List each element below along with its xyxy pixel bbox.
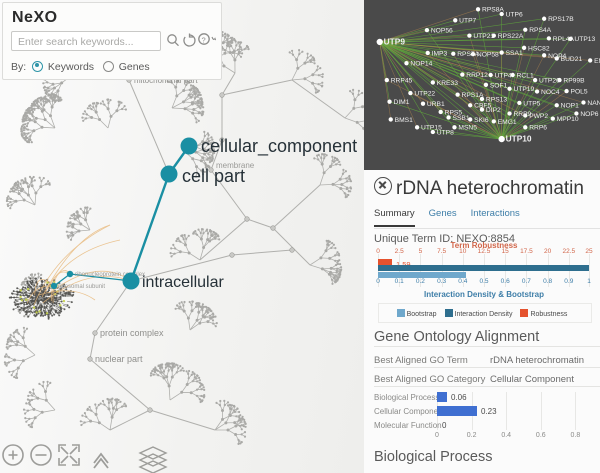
svg-text:cellular_component: cellular_component: [201, 136, 357, 157]
svg-text:UTP21: UTP21: [473, 33, 494, 40]
svg-text:UTP7: UTP7: [459, 18, 476, 25]
svg-text:intracellular: intracellular: [142, 274, 224, 291]
svg-text:RPS4A: RPS4A: [529, 27, 551, 34]
svg-text:NOP14: NOP14: [410, 61, 432, 68]
svg-text:MPP10: MPP10: [557, 116, 579, 123]
svg-text:UTP13: UTP13: [574, 36, 595, 43]
svg-text:RPS8A: RPS8A: [482, 7, 504, 14]
svg-text:UTP22: UTP22: [414, 91, 435, 98]
svg-text:UTP10: UTP10: [506, 134, 532, 144]
svg-text:SSB1: SSB1: [453, 115, 470, 122]
svg-text:NOC4: NOC4: [541, 89, 560, 96]
svg-text:PWP2: PWP2: [529, 113, 548, 120]
svg-text:NOP6: NOP6: [580, 111, 598, 118]
svg-text:RPS22A: RPS22A: [498, 33, 524, 40]
svg-text:RRP45: RRP45: [391, 78, 413, 85]
svg-text:BUD21: BUD21: [561, 56, 583, 63]
svg-text:SSA1: SSA1: [506, 50, 523, 57]
svg-text:URB1: URB1: [427, 101, 445, 108]
svg-text:RPS17B: RPS17B: [548, 16, 574, 23]
svg-text:DIP2: DIP2: [486, 107, 501, 114]
svg-text:ribosomal subunit: ribosomal subunit: [58, 284, 105, 290]
svg-text:MSN5: MSN5: [458, 125, 477, 132]
svg-text:RRP12: RRP12: [466, 72, 488, 79]
svg-text:UTP9: UTP9: [384, 36, 406, 46]
svg-text:RPL4A: RPL4A: [553, 36, 575, 43]
svg-text:nuclear part: nuclear part: [95, 354, 143, 364]
svg-text:UTP5: UTP5: [523, 100, 540, 107]
svg-text:SOF1: SOF1: [490, 82, 508, 89]
svg-text:SKI6: SKI6: [474, 117, 489, 124]
svg-text:cell part: cell part: [182, 166, 245, 186]
svg-text:EMG1: EMG1: [498, 119, 517, 126]
svg-text:UTP4: UTP4: [495, 72, 512, 79]
svg-text:NAN1: NAN1: [587, 100, 600, 107]
svg-text:POL5: POL5: [571, 89, 588, 96]
svg-text:BMS1: BMS1: [395, 117, 413, 124]
svg-text:protein complex: protein complex: [100, 328, 164, 338]
svg-text:?: ?: [202, 35, 206, 44]
svg-text:UTP19: UTP19: [513, 86, 534, 93]
svg-text:IMP3: IMP3: [432, 50, 448, 57]
svg-text:NOP58: NOP58: [477, 52, 499, 59]
svg-text:DIM1: DIM1: [394, 99, 410, 106]
svg-text:ENP1: ENP1: [594, 58, 600, 65]
svg-text:UTP6: UTP6: [506, 11, 523, 18]
svg-text:RCL1: RCL1: [517, 72, 534, 79]
svg-text:NOP56: NOP56: [431, 28, 453, 35]
svg-text:UTP8: UTP8: [437, 129, 454, 136]
svg-text:NOP1: NOP1: [561, 103, 579, 110]
svg-text:KRE33: KRE33: [437, 80, 458, 87]
svg-text:UTP20: UTP20: [539, 78, 560, 85]
svg-text:RPS1A: RPS1A: [462, 92, 484, 99]
svg-text:HSC82: HSC82: [528, 45, 550, 52]
svg-text:RP99B: RP99B: [563, 78, 585, 85]
svg-text:RRP6: RRP6: [529, 125, 547, 132]
